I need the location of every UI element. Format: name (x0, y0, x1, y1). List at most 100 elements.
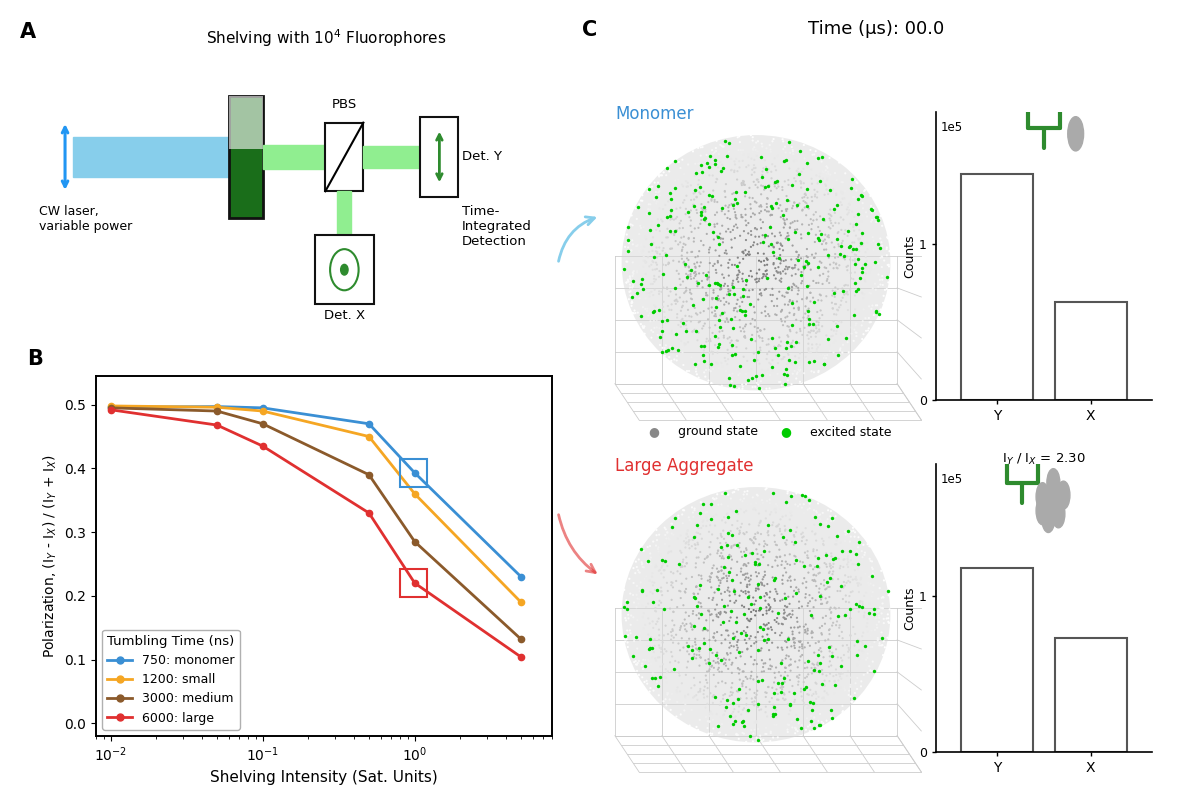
Point (707, 145, 726, 158)
Point (643, 576, 662, 589)
Point (709, 565, 728, 578)
Point (655, 529, 674, 542)
Point (744, 503, 763, 516)
Point (697, 289, 716, 302)
Point (662, 342, 682, 354)
Point (815, 261, 834, 274)
Point (862, 608, 881, 621)
Point (768, 612, 787, 625)
Point (677, 180, 696, 193)
Point (718, 312, 737, 325)
Point (700, 710, 719, 722)
Point (836, 526, 856, 538)
Point (872, 239, 892, 252)
Point (864, 608, 883, 621)
Point (749, 582, 768, 595)
Point (688, 275, 707, 288)
Point (770, 266, 790, 278)
Point (712, 552, 731, 565)
Point (782, 141, 802, 154)
Point (702, 660, 721, 673)
Point (785, 558, 804, 570)
Point (746, 635, 766, 648)
Point (634, 322, 653, 334)
Point (684, 691, 703, 704)
Point (676, 613, 695, 626)
Point (832, 198, 851, 211)
Point (740, 374, 760, 386)
Point (748, 150, 767, 162)
Point (782, 626, 802, 638)
Point (673, 517, 692, 530)
Point (827, 262, 846, 274)
Point (714, 292, 733, 305)
Point (750, 498, 769, 511)
Point (767, 164, 786, 177)
Point (683, 540, 702, 553)
Point (846, 650, 865, 662)
Point (755, 229, 774, 242)
Point (641, 558, 660, 570)
Point (680, 265, 700, 278)
Point (784, 262, 803, 274)
Point (708, 652, 727, 665)
Point (660, 350, 679, 363)
Point (808, 232, 827, 245)
Point (790, 197, 809, 210)
Point (854, 538, 874, 551)
Point (713, 594, 732, 606)
Point (620, 272, 640, 285)
Point (864, 309, 883, 322)
Point (847, 558, 866, 571)
Point (763, 516, 782, 529)
Point (792, 228, 811, 241)
Point (614, 583, 634, 596)
Point (804, 711, 823, 724)
Point (710, 541, 730, 554)
Point (810, 174, 829, 187)
Point (697, 511, 716, 524)
Point (767, 704, 786, 717)
Point (774, 135, 793, 148)
Point (757, 628, 776, 641)
Point (757, 607, 776, 620)
Point (857, 325, 876, 338)
Point (781, 622, 800, 634)
Point (704, 669, 724, 682)
Point (821, 168, 840, 181)
Point (659, 687, 678, 700)
Point (791, 635, 810, 648)
Point (635, 322, 654, 334)
Point (858, 651, 877, 664)
Point (708, 718, 727, 731)
Point (724, 321, 743, 334)
Point (704, 654, 724, 667)
Point (719, 222, 738, 235)
Point (799, 318, 818, 330)
Point (865, 623, 884, 636)
Point (815, 214, 834, 227)
Point (858, 643, 877, 656)
Point (871, 303, 890, 316)
Point (804, 208, 823, 221)
Point (872, 251, 892, 264)
Point (695, 691, 714, 704)
Point (713, 150, 732, 163)
Point (817, 670, 836, 682)
Point (768, 551, 787, 564)
Point (845, 323, 864, 336)
Point (805, 190, 824, 203)
Point (776, 232, 796, 245)
Point (708, 278, 727, 290)
Point (804, 251, 823, 264)
Point (773, 530, 792, 543)
Point (866, 305, 886, 318)
Point (701, 643, 720, 656)
Point (724, 274, 743, 287)
Point (698, 313, 718, 326)
Point (631, 605, 650, 618)
Point (743, 491, 762, 504)
Point (812, 155, 832, 168)
Point (778, 202, 797, 215)
Point (718, 540, 737, 553)
